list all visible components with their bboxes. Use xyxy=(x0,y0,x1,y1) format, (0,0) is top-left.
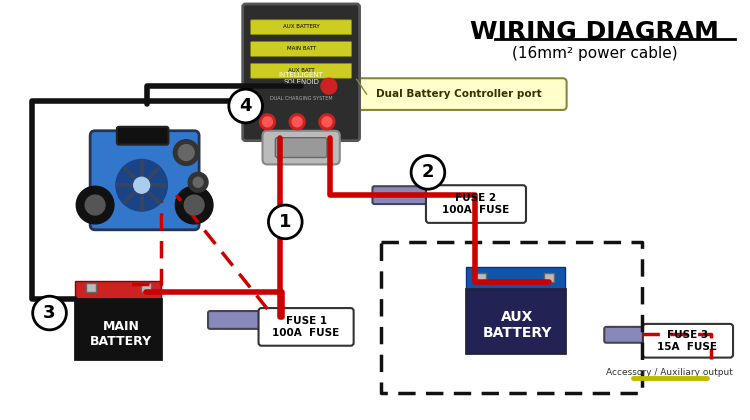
Circle shape xyxy=(188,172,208,192)
Circle shape xyxy=(322,117,332,127)
Bar xyxy=(466,268,565,289)
Bar xyxy=(476,273,487,282)
Circle shape xyxy=(268,205,302,239)
Text: 4: 4 xyxy=(239,97,252,115)
FancyBboxPatch shape xyxy=(262,131,340,165)
Bar xyxy=(75,299,161,359)
Text: INTELLIGENT
SOLENOID: INTELLIGENT SOLENOID xyxy=(279,72,323,85)
Circle shape xyxy=(411,155,445,189)
Text: FUSE 1
100A  FUSE: FUSE 1 100A FUSE xyxy=(272,316,340,338)
Circle shape xyxy=(229,89,262,123)
FancyBboxPatch shape xyxy=(251,42,352,56)
Text: (16mm² power cable): (16mm² power cable) xyxy=(512,45,677,60)
FancyBboxPatch shape xyxy=(90,131,199,230)
Circle shape xyxy=(194,177,203,187)
Circle shape xyxy=(321,78,337,94)
Circle shape xyxy=(178,144,194,160)
Text: AUX BATTERY: AUX BATTERY xyxy=(283,24,320,29)
Text: AUX BATT: AUX BATT xyxy=(288,68,314,73)
Text: AUX
BATTERY: AUX BATTERY xyxy=(482,310,552,340)
Circle shape xyxy=(319,114,334,130)
Text: WIRING DIAGRAM: WIRING DIAGRAM xyxy=(470,20,718,44)
FancyBboxPatch shape xyxy=(373,186,436,204)
FancyBboxPatch shape xyxy=(117,127,169,144)
Circle shape xyxy=(290,114,305,130)
FancyBboxPatch shape xyxy=(426,185,526,223)
Circle shape xyxy=(292,117,302,127)
Bar xyxy=(86,284,96,292)
Bar xyxy=(141,284,151,292)
Text: MAIN
BATTERY: MAIN BATTERY xyxy=(90,320,152,348)
Circle shape xyxy=(116,160,167,211)
FancyBboxPatch shape xyxy=(643,324,733,357)
FancyBboxPatch shape xyxy=(243,4,359,141)
Circle shape xyxy=(260,114,275,130)
Text: FUSE 3
15A  FUSE: FUSE 3 15A FUSE xyxy=(658,330,718,352)
Text: DUAL CHARGING SYSTEM: DUAL CHARGING SYSTEM xyxy=(270,96,332,100)
Circle shape xyxy=(184,195,204,215)
FancyBboxPatch shape xyxy=(259,308,354,346)
Bar xyxy=(544,273,554,282)
FancyBboxPatch shape xyxy=(604,327,652,343)
Text: Accessory / Auxiliary output: Accessory / Auxiliary output xyxy=(606,368,733,377)
Text: Dual Battery Controller port: Dual Battery Controller port xyxy=(376,89,542,99)
Bar xyxy=(466,289,565,353)
Bar xyxy=(75,281,161,299)
Text: 2: 2 xyxy=(422,163,434,181)
FancyBboxPatch shape xyxy=(275,138,327,158)
Circle shape xyxy=(86,195,105,215)
Circle shape xyxy=(33,296,66,330)
Text: 1: 1 xyxy=(279,213,292,231)
Text: 3: 3 xyxy=(44,304,55,322)
FancyBboxPatch shape xyxy=(251,63,352,78)
FancyBboxPatch shape xyxy=(251,20,352,35)
FancyBboxPatch shape xyxy=(208,311,269,329)
Circle shape xyxy=(173,140,199,165)
Text: FUSE 2
100A  FUSE: FUSE 2 100A FUSE xyxy=(442,193,509,215)
FancyBboxPatch shape xyxy=(351,78,566,110)
Circle shape xyxy=(262,117,272,127)
Circle shape xyxy=(76,186,114,224)
Text: MAIN BATT: MAIN BATT xyxy=(286,46,316,51)
Circle shape xyxy=(176,186,213,224)
Circle shape xyxy=(134,177,149,193)
